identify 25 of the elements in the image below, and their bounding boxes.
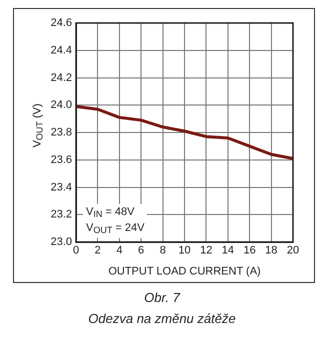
- x-tick-label: 18: [265, 244, 278, 257]
- y-tick-label: 23.2: [50, 208, 72, 221]
- y-tick-label: 23.4: [50, 181, 72, 194]
- text: Odezva na změnu zátěže: [87, 310, 237, 328]
- y-tick-label: 24.4: [50, 44, 72, 56]
- x-tick-label: 4: [116, 244, 122, 257]
- y-tick-label: 23.0: [50, 236, 72, 248]
- x-tick-label: 12: [200, 244, 212, 257]
- x-tick-label: 16: [243, 244, 256, 257]
- text: Obr. 7: [143, 289, 182, 307]
- x-tick-label: 0: [72, 244, 80, 257]
- x-axis-title: OUTPUT LOAD CURRENT (A): [108, 265, 261, 278]
- x-tick-label: 6: [138, 244, 144, 257]
- annotation: V$_{OUT}$ = 24V: [86, 222, 144, 235]
- annotation: V$_{IN}$ = 48V: [86, 206, 134, 219]
- y-tick-label: 23.6: [50, 154, 72, 166]
- y-tick-label: 23.8: [50, 126, 72, 139]
- y-tick-label: 24.2: [50, 72, 72, 84]
- x-tick-label: 8: [160, 244, 166, 257]
- y-tick-label: 24.0: [50, 99, 72, 112]
- y-tick-label: 24.6: [50, 17, 72, 30]
- x-tick-label: 20: [286, 244, 300, 257]
- x-tick-label: 2: [94, 244, 101, 257]
- x-tick-label: 10: [178, 244, 191, 257]
- x-tick-label: 14: [222, 244, 234, 257]
